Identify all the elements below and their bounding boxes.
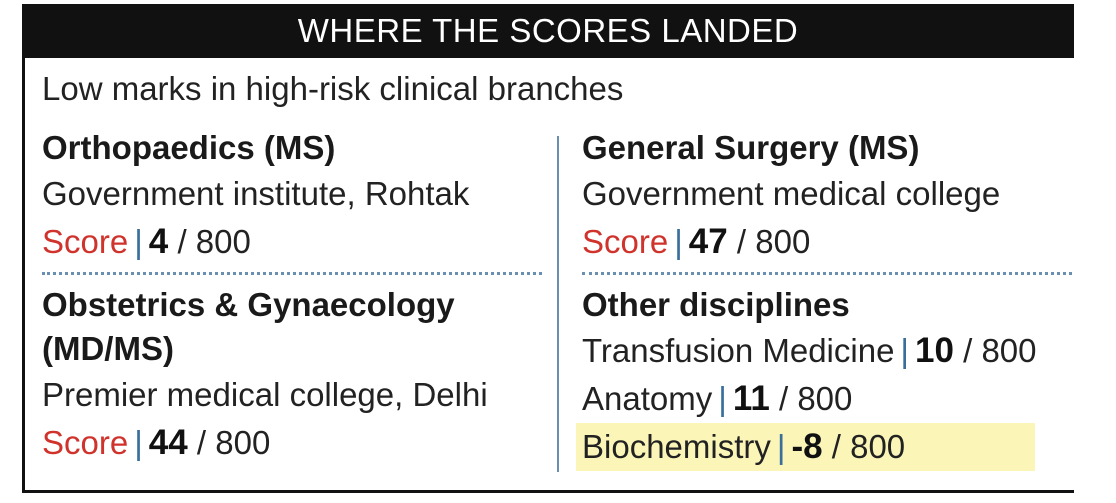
entry-score-line: Score | 4 / 800 (42, 218, 542, 266)
score-label: Score (42, 424, 129, 461)
entry-score-line: Score | 44 / 800 (42, 419, 542, 467)
score-max: / 800 (196, 424, 271, 461)
separator: | (674, 223, 683, 260)
entry-institution: Premier medical college, Delhi (42, 376, 488, 413)
separator: | (900, 332, 909, 369)
score-value: -8 (791, 427, 823, 466)
score-label: Score (582, 223, 669, 260)
score-value: 44 (148, 423, 188, 462)
discipline-name: Transfusion Medicine (582, 332, 895, 369)
entry-institution: Government institute, Rohtak (42, 175, 470, 212)
entry-obstetrics: Obstetrics & Gynaecology (MD/MS) Premier… (42, 283, 542, 467)
score-value: 11 (732, 379, 770, 418)
separator: | (134, 424, 143, 461)
entry-institution: Government medical college (582, 175, 1001, 212)
discipline-name: Biochemistry (582, 428, 771, 465)
separator: | (776, 428, 786, 465)
infographic-frame (22, 4, 1074, 493)
entry-heading: Obstetrics & Gynaecology (42, 286, 455, 323)
score-max: / 800 (778, 380, 853, 417)
subtitle: Low marks in high-risk clinical branches (42, 70, 624, 107)
separator: | (718, 380, 727, 417)
entry-heading-cont: (MD/MS) (42, 330, 174, 367)
score-max: / 800 (831, 428, 906, 465)
score-value: 47 (688, 222, 728, 261)
score-label: Score (42, 223, 129, 260)
right-column: General Surgery (MS) Government medical … (576, 126, 1072, 471)
left-column: Orthopaedics (MS) Government institute, … (42, 126, 542, 467)
entry-heading: Orthopaedics (MS) (42, 129, 336, 166)
discipline-item: Anatomy | 11 / 800 (582, 375, 1072, 423)
dotted-separator (42, 272, 542, 275)
discipline-item: Transfusion Medicine | 10 / 800 (582, 327, 1072, 375)
column-divider (557, 136, 559, 472)
entry-general-surgery: General Surgery (MS) Government medical … (582, 126, 1072, 266)
entry-orthopaedics: Orthopaedics (MS) Government institute, … (42, 126, 542, 266)
score-value: 10 (915, 331, 954, 370)
score-max: / 800 (963, 332, 1037, 369)
entry-heading: Other disciplines (582, 286, 850, 323)
entry-other-disciplines: Other disciplines Transfusion Medicine | 1… (576, 283, 1072, 471)
entry-score-line: Score | 47 / 800 (582, 218, 1072, 266)
entry-heading: General Surgery (MS) (582, 129, 920, 166)
score-max: / 800 (177, 223, 251, 260)
discipline-item-highlighted: Biochemistry | -8 / 800 (576, 423, 1072, 471)
score-max: / 800 (736, 223, 811, 260)
score-value: 4 (148, 222, 169, 261)
highlight-band: Biochemistry | -8 / 800 (576, 423, 1036, 471)
dotted-separator (582, 272, 1072, 275)
discipline-name: Anatomy (582, 380, 713, 417)
banner-title: WHERE THE SCORES LANDED (22, 4, 1074, 58)
separator: | (134, 223, 143, 260)
